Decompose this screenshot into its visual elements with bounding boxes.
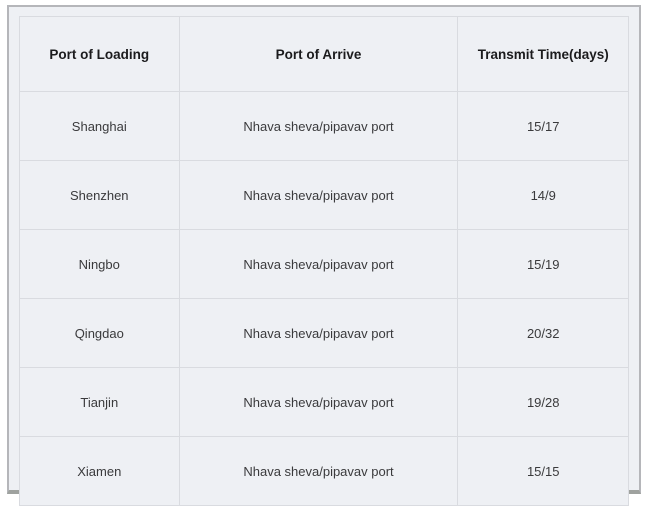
transit-time-table: Port of Loading Port of Arrive Transmit …	[19, 16, 629, 506]
column-header-port-of-loading: Port of Loading	[19, 16, 180, 92]
column-header-transmit-time: Transmit Time(days)	[457, 16, 629, 92]
cell-transit-time: 19/28	[457, 367, 629, 437]
cell-arrival-port: Nhava sheva/pipavav port	[178, 229, 459, 299]
cell-transit-time: 14/9	[457, 160, 629, 230]
cell-arrival-port: Nhava sheva/pipavav port	[178, 160, 459, 230]
table-row: Shanghai Nhava sheva/pipavav port 15/17	[19, 91, 629, 161]
table-row: Shenzhen Nhava sheva/pipavav port 14/9	[19, 160, 629, 230]
cell-arrival-port: Nhava sheva/pipavav port	[178, 436, 459, 506]
cell-loading-port: Shanghai	[19, 91, 180, 161]
cell-loading-port: Tianjin	[19, 367, 180, 437]
column-header-port-of-arrive: Port of Arrive	[178, 16, 459, 92]
table-row: Qingdao Nhava sheva/pipavav port 20/32	[19, 298, 629, 368]
cell-loading-port: Ningbo	[19, 229, 180, 299]
table-panel: Port of Loading Port of Arrive Transmit …	[7, 5, 641, 506]
cell-transit-time: 15/17	[457, 91, 629, 161]
table-row: Xiamen Nhava sheva/pipavav port 15/15	[19, 436, 629, 506]
cell-loading-port: Qingdao	[19, 298, 180, 368]
cell-loading-port: Xiamen	[19, 436, 180, 506]
table-row: Ningbo Nhava sheva/pipavav port 15/19	[19, 229, 629, 299]
cell-transit-time: 15/19	[457, 229, 629, 299]
cell-loading-port: Shenzhen	[19, 160, 180, 230]
cell-arrival-port: Nhava sheva/pipavav port	[178, 298, 459, 368]
cell-arrival-port: Nhava sheva/pipavav port	[178, 91, 459, 161]
table-header-row: Port of Loading Port of Arrive Transmit …	[19, 16, 629, 92]
cell-transit-time: 15/15	[457, 436, 629, 506]
cell-transit-time: 20/32	[457, 298, 629, 368]
cell-arrival-port: Nhava sheva/pipavav port	[178, 367, 459, 437]
table-row: Tianjin Nhava sheva/pipavav port 19/28	[19, 367, 629, 437]
